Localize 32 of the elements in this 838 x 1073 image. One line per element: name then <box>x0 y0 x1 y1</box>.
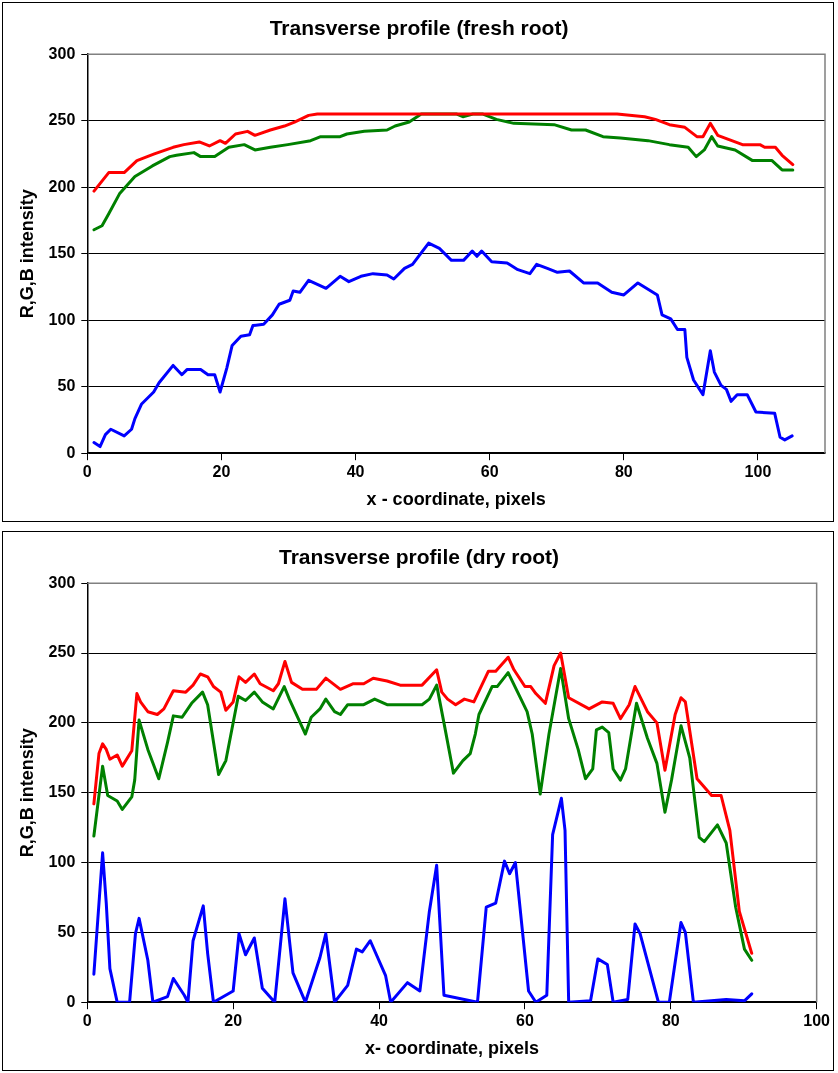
y-tick-label: 200 <box>48 177 76 195</box>
y-tick-label: 0 <box>66 443 76 461</box>
x-tick-label: 100 <box>803 1012 831 1030</box>
y-axis-title: R,G,B intensity <box>16 728 37 858</box>
x-axis-title: x- coordinate, pixels <box>364 1038 540 1059</box>
x-tick-label: 40 <box>370 1012 389 1030</box>
y-tick-label: 0 <box>66 992 76 1010</box>
x-tick-label: 60 <box>480 463 499 481</box>
x-tick-label: 20 <box>224 1012 243 1030</box>
chart-title: Transverse profile (fresh root) <box>269 16 569 40</box>
x-tick-label: 40 <box>346 463 365 481</box>
x-tick-label: 100 <box>744 463 772 481</box>
x-tick-label: 20 <box>212 463 231 481</box>
y-tick-label: 150 <box>48 783 76 801</box>
y-tick-label: 50 <box>57 922 76 940</box>
y-tick-label: 300 <box>48 44 76 62</box>
y-tick-label: 250 <box>48 111 76 129</box>
y-tick-label: 250 <box>48 643 76 661</box>
y-tick-label: 200 <box>48 713 76 731</box>
y-tick-label: 100 <box>48 852 76 870</box>
y-tick-label: 100 <box>48 310 76 328</box>
y-axis-title: R,G,B intensity <box>16 189 37 319</box>
x-tick-label: 80 <box>614 463 633 481</box>
x-tick-label: 60 <box>516 1012 534 1030</box>
x-axis-title: x - coordinate, pixels <box>366 489 546 510</box>
x-tick-label: 80 <box>661 1012 680 1030</box>
chart-title: Transverse profile (dry root) <box>278 545 560 569</box>
x-tick-label: 0 <box>82 463 92 481</box>
x-tick-label: 0 <box>82 1012 92 1030</box>
y-tick-label: 150 <box>48 244 76 262</box>
y-tick-label: 50 <box>57 377 76 395</box>
y-tick-label: 300 <box>48 573 76 591</box>
